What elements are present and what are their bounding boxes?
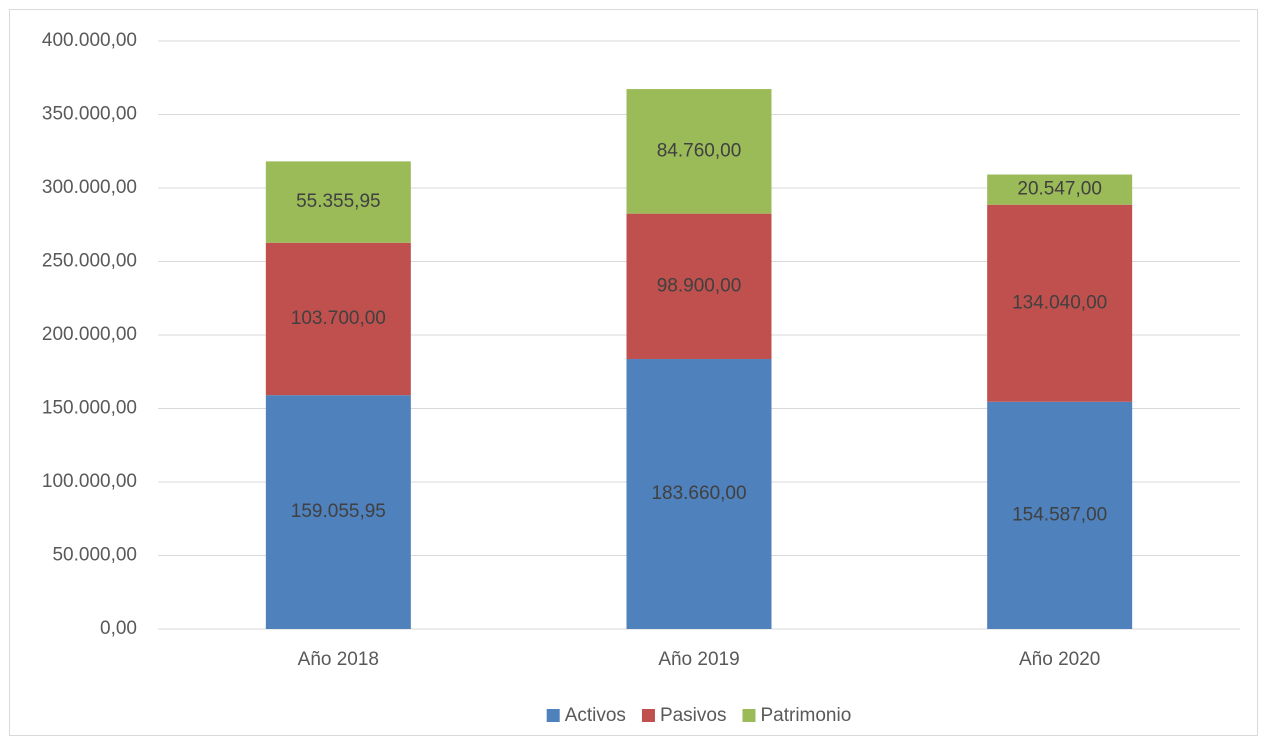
bar-segment xyxy=(265,242,411,396)
bar-segment xyxy=(987,204,1133,402)
bar-segment xyxy=(987,401,1133,629)
y-tick-label: 200.000,00 xyxy=(42,324,137,345)
y-tick-label: 0,00 xyxy=(100,618,137,639)
data-label: 154.587,00 xyxy=(1012,504,1107,525)
bar-segment xyxy=(265,395,411,629)
legend-swatch xyxy=(641,709,655,722)
data-label: 55.355,95 xyxy=(296,191,381,212)
x-tick-label: Año 2018 xyxy=(298,649,379,670)
bar-segment xyxy=(626,359,772,629)
x-tick-label: Año 2019 xyxy=(658,649,739,670)
legend-label: Pasivos xyxy=(660,705,727,726)
data-label: 183.660,00 xyxy=(651,483,746,504)
bar-segment xyxy=(265,161,411,243)
legend-swatch xyxy=(742,709,756,722)
y-tick-label: 250.000,00 xyxy=(42,251,137,272)
legend-label: Patrimonio xyxy=(760,705,851,726)
legend-swatch xyxy=(546,709,560,722)
y-tick-label: 400.000,00 xyxy=(42,30,137,51)
data-label: 103.700,00 xyxy=(291,308,386,329)
legend-label: Activos xyxy=(565,705,626,726)
y-tick-label: 100.000,00 xyxy=(42,471,137,492)
y-tick-label: 350.000,00 xyxy=(42,104,137,125)
bar-segment xyxy=(626,213,772,360)
data-label: 134.040,00 xyxy=(1012,292,1107,313)
bar-segment xyxy=(987,174,1133,205)
data-label: 20.547,00 xyxy=(1017,179,1102,200)
data-label: 98.900,00 xyxy=(657,275,742,296)
data-label: 84.760,00 xyxy=(657,140,742,161)
y-tick-label: 50.000,00 xyxy=(52,545,137,566)
bar-segment xyxy=(626,89,772,214)
y-tick-label: 150.000,00 xyxy=(42,398,137,419)
y-tick-label: 300.000,00 xyxy=(42,177,137,198)
x-tick-label: Año 2020 xyxy=(1019,649,1100,670)
data-label: 159.055,95 xyxy=(291,501,386,522)
